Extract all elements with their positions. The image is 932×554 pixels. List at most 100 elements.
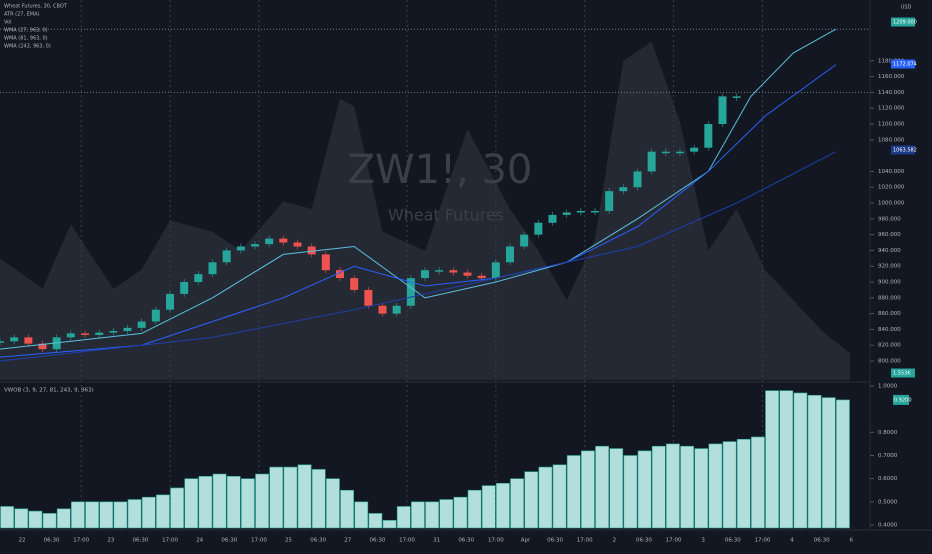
osc-bar xyxy=(552,464,567,529)
x-tick-label: 25 xyxy=(285,538,292,544)
x-tick-label: 24 xyxy=(196,538,203,544)
y-tick-label: 1120.000 xyxy=(878,106,905,112)
osc-bar xyxy=(666,443,680,529)
candle xyxy=(661,151,670,154)
osc-bar xyxy=(340,489,354,529)
ma-line xyxy=(0,151,837,362)
osc-bar xyxy=(651,445,666,529)
candle xyxy=(0,341,4,343)
osc-bar xyxy=(42,513,57,529)
x-tick-label: 3 xyxy=(701,538,705,544)
osc-bar xyxy=(56,508,71,529)
osc-bar xyxy=(28,510,43,529)
legend-entry: WMA (81, 963, 0) xyxy=(4,36,48,42)
price-badge: 1209.000 xyxy=(893,20,917,26)
legend-entry: WMA (243, 963, 0) xyxy=(4,44,51,50)
candle xyxy=(463,272,472,276)
candle xyxy=(562,212,571,215)
price-badge-bg xyxy=(891,368,915,378)
osc-bar xyxy=(595,445,609,529)
candle xyxy=(123,327,132,332)
osc-bar xyxy=(411,501,425,529)
osc-bar xyxy=(127,499,142,529)
osc-bar xyxy=(269,466,284,529)
osc-bar xyxy=(141,496,156,529)
y-tick-label: 820.000 xyxy=(878,343,901,349)
x-tick-label: 17:00 xyxy=(162,538,178,544)
y-tick-label: 960.000 xyxy=(878,232,901,238)
price-badge-bg xyxy=(891,17,915,27)
candle xyxy=(421,270,429,279)
osc-bar xyxy=(566,455,581,529)
x-tick-label: 31 xyxy=(433,538,440,544)
price-badge: 1172.074 xyxy=(893,62,917,68)
x-tick-label: 06:30 xyxy=(636,538,652,544)
x-tick-label: 06:30 xyxy=(547,538,563,544)
candle xyxy=(321,254,330,271)
candle xyxy=(350,278,359,290)
candle xyxy=(265,238,274,245)
osc-bar xyxy=(354,501,369,529)
candle xyxy=(38,343,47,350)
x-tick-label: 6 xyxy=(850,538,854,544)
candle xyxy=(24,337,33,344)
osc-bar xyxy=(453,496,468,529)
osc-bar xyxy=(326,478,340,529)
y-tick-label: 1020.000 xyxy=(878,185,905,191)
legend-entry: Vol xyxy=(4,20,11,26)
y-tick-label: 0.6000 xyxy=(878,476,898,482)
osc-bar xyxy=(538,466,553,529)
candle xyxy=(718,96,727,125)
candle xyxy=(619,187,628,192)
price-badge-bg xyxy=(891,59,915,69)
x-tick-label: 4 xyxy=(790,538,794,544)
y-tick-label: 860.000 xyxy=(878,311,901,317)
candle xyxy=(194,274,203,283)
osc-bar xyxy=(467,489,482,529)
osc-bar xyxy=(184,478,199,529)
y-tick-label: 1100.000 xyxy=(878,122,905,128)
osc-bar xyxy=(311,469,326,529)
osc-bar xyxy=(198,476,213,529)
x-tick-label: 06:30 xyxy=(310,538,326,544)
osc-bar xyxy=(751,436,765,529)
candle xyxy=(336,270,344,279)
candle xyxy=(520,234,529,247)
osc-bar xyxy=(680,445,694,529)
x-tick-label: 06:30 xyxy=(458,538,474,544)
osc-bar xyxy=(524,471,539,529)
candle xyxy=(222,250,231,263)
osc-bar xyxy=(71,501,85,529)
osc-bar xyxy=(14,508,29,529)
osc-bar xyxy=(807,394,822,529)
osc-bar xyxy=(836,399,850,529)
osc-bar xyxy=(708,443,723,529)
osc-bar xyxy=(283,466,298,529)
candle xyxy=(406,278,415,306)
watermark-symbol: ZW1!, 30 xyxy=(348,147,533,193)
atr-area xyxy=(0,41,850,381)
osc-bar xyxy=(226,476,241,529)
osc-badge-bg xyxy=(893,394,909,405)
y-tick-label: 0.4000 xyxy=(878,523,898,529)
osc-bar xyxy=(396,506,411,529)
osc-badge: 0.9200 xyxy=(894,397,912,403)
candle xyxy=(10,337,19,342)
candle xyxy=(166,293,174,310)
y-tick-label: 940.000 xyxy=(878,248,901,254)
osc-bar xyxy=(297,464,312,529)
y-tick-label: 1160.000 xyxy=(878,74,905,80)
legend-entry: Wheat Futures, 30, CBOT xyxy=(4,4,68,10)
ma-line xyxy=(0,28,837,350)
osc-bar xyxy=(609,448,624,529)
y-tick-label: 800.000 xyxy=(878,359,901,365)
candle xyxy=(392,305,401,314)
x-tick-label: 17:00 xyxy=(754,538,770,544)
x-tick-label: 06:30 xyxy=(133,538,149,544)
y-tick-label: 0.7000 xyxy=(878,453,898,459)
candle xyxy=(591,210,599,213)
candle xyxy=(236,246,245,251)
price-badge: 1063.582 xyxy=(893,148,917,154)
osc-bar xyxy=(779,390,794,529)
osc-bar xyxy=(439,499,454,529)
